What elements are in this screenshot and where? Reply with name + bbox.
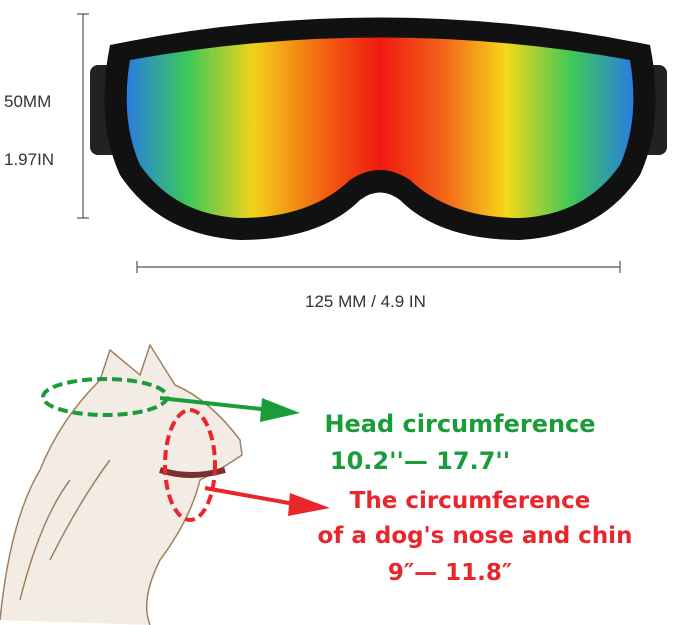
dog-sketch-image: [0, 343, 243, 625]
height-in-label: 1.97IN: [4, 150, 55, 169]
head-measure-marker: [41, 377, 300, 422]
arrow-right-icon: [288, 493, 330, 516]
nose-circumference-subtitle: of a dog's nose and chin: [317, 523, 633, 549]
arrow-right-icon: [260, 398, 300, 422]
width-label: 125 MM / 4.9 IN: [305, 292, 426, 311]
nose-measure-marker: [163, 408, 330, 522]
head-circumference-title: Head circumference: [324, 410, 596, 438]
goggles-image: [90, 17, 667, 240]
height-dimension-line: [77, 13, 89, 219]
width-dimension-line: [136, 261, 621, 273]
nose-circumference-title: The circumference: [349, 488, 591, 514]
head-circumference-range: 10.2''— 17.7'': [329, 447, 511, 475]
nose-circumference-range: 9″— 11.8″: [387, 560, 513, 586]
height-mm-label: 50MM: [4, 92, 52, 111]
